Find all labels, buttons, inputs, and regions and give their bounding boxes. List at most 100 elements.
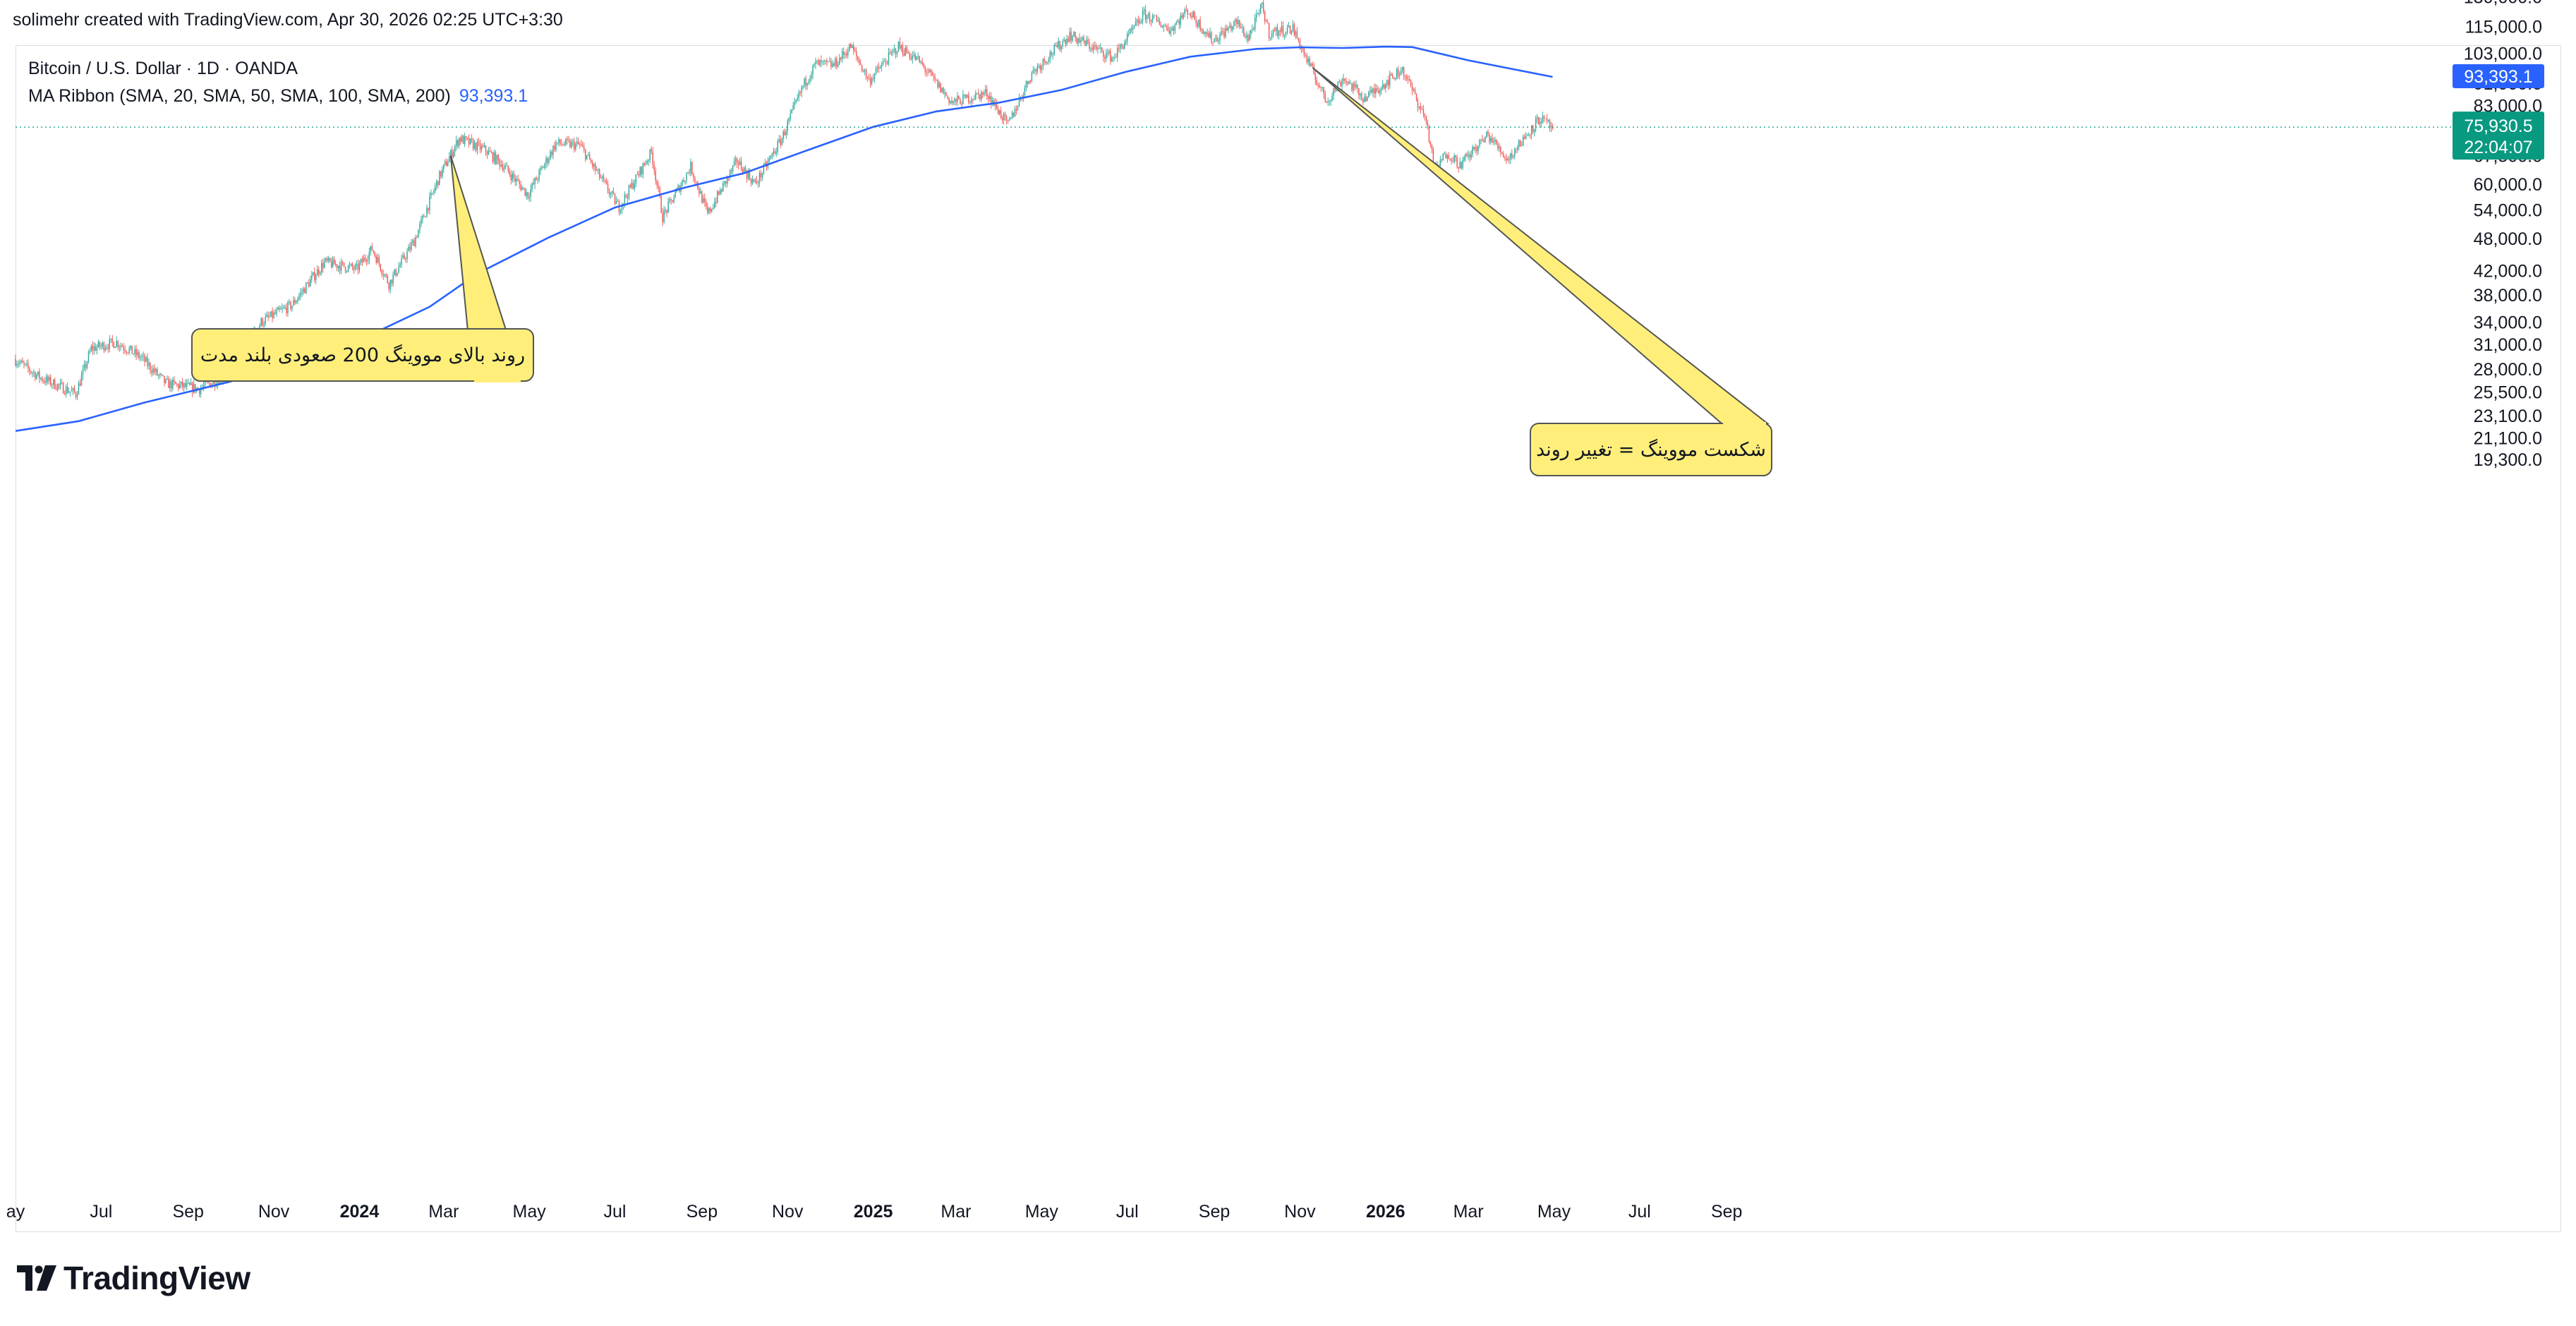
candle-body xyxy=(446,161,447,167)
candle-body xyxy=(514,177,516,182)
candle-body xyxy=(92,346,94,351)
candle-body xyxy=(368,251,370,260)
time-tick-label: Mar xyxy=(428,1202,459,1222)
candle-body xyxy=(914,54,916,60)
candle-body xyxy=(453,152,454,157)
candle-body xyxy=(36,375,37,379)
candle-body xyxy=(23,362,25,364)
tradingview-logo-icon xyxy=(17,1265,56,1291)
candle-body xyxy=(739,161,741,165)
candle-body xyxy=(1288,25,1290,28)
candle-body xyxy=(78,382,80,395)
candle-body xyxy=(1195,19,1197,23)
candle-body xyxy=(1537,117,1540,124)
candle-body xyxy=(856,51,857,56)
candle-body xyxy=(986,89,988,96)
candle-body xyxy=(266,315,267,318)
candle-body xyxy=(1420,106,1422,110)
candle-body xyxy=(502,164,504,170)
candle-body xyxy=(321,263,322,272)
candle-body xyxy=(480,145,483,150)
candle-body xyxy=(744,167,746,172)
candle-body xyxy=(300,292,301,296)
time-tick-label: Nov xyxy=(772,1202,804,1222)
candle-body xyxy=(436,181,437,186)
price-tick-label: 19,300.0 xyxy=(2474,450,2542,470)
candle-body xyxy=(1059,40,1060,50)
candle-body xyxy=(610,193,612,195)
candle-body xyxy=(365,260,368,262)
candle-body xyxy=(962,95,964,104)
candle-body xyxy=(443,164,445,169)
time-tick-label: 2026 xyxy=(1366,1202,1405,1222)
candle-body xyxy=(1229,25,1230,28)
candle-body xyxy=(377,257,378,263)
candle-body xyxy=(1100,47,1101,49)
candle-body xyxy=(708,207,710,213)
candle-body xyxy=(76,394,78,397)
tradingview-logo[interactable]: TradingView xyxy=(17,1260,250,1296)
candle-body xyxy=(1008,119,1010,121)
candle-body xyxy=(636,174,639,176)
candle-body xyxy=(54,379,56,390)
candle-body xyxy=(655,170,656,181)
candle-body xyxy=(430,193,432,197)
candle-body xyxy=(182,381,183,387)
candle-body xyxy=(1405,76,1408,80)
candle-body xyxy=(989,96,991,100)
indicator-legend[interactable]: MA Ribbon (SMA, 20, SMA, 50, SMA, 100, S… xyxy=(28,83,528,110)
candle-body xyxy=(569,140,571,147)
candle-body xyxy=(530,188,531,197)
candle-body xyxy=(632,182,634,189)
candle-body xyxy=(538,170,540,180)
callout-2[interactable]: شکست مووینگ = تغییر روند xyxy=(1312,67,1772,476)
time-tick-label: Mar xyxy=(1453,1202,1484,1222)
candle-body xyxy=(670,199,672,200)
candle-body xyxy=(938,83,940,88)
candle-body xyxy=(128,348,130,354)
candle-body xyxy=(1249,35,1250,41)
symbol-title[interactable]: Bitcoin / U.S. Dollar · 1D · OANDA xyxy=(28,59,298,78)
time-tick-label: May xyxy=(1025,1202,1059,1222)
candle-body xyxy=(43,380,44,382)
candle-body xyxy=(198,389,200,394)
price-tick-label: 54,000.0 xyxy=(2474,200,2542,220)
candle-body xyxy=(1369,90,1371,92)
last-price-badge[interactable]: 75,930.5 22:04:07 xyxy=(2453,111,2544,160)
candle-body xyxy=(639,167,641,176)
candle-body xyxy=(737,163,739,165)
candle-body xyxy=(764,162,766,165)
price-tick-label: 115,000.0 xyxy=(2465,17,2542,37)
candle-body xyxy=(1115,57,1117,59)
candle-body xyxy=(619,210,622,213)
candle-body xyxy=(20,360,22,363)
candle-body xyxy=(819,60,821,66)
candle-body xyxy=(334,264,337,265)
candle-body xyxy=(119,346,120,348)
candle-body xyxy=(1215,37,1216,39)
ma-value-badge[interactable]: 93,393.1 xyxy=(2453,64,2544,88)
candle-body xyxy=(1198,20,1199,27)
candle-body xyxy=(869,78,871,84)
candle-body xyxy=(1425,116,1427,123)
candle-body xyxy=(301,292,303,294)
candle-body xyxy=(263,323,265,326)
candle-body xyxy=(1378,90,1379,93)
candle-body xyxy=(771,153,773,157)
candle-body xyxy=(46,376,47,383)
candle-body xyxy=(1108,51,1110,54)
candle-body xyxy=(847,51,849,56)
candle-body xyxy=(624,194,626,204)
callout-1[interactable]: روند بالای مووینگ 200 صعودی بلند مدت xyxy=(191,155,534,382)
candle-body xyxy=(1442,154,1444,161)
candle-body xyxy=(648,160,649,162)
candle-body xyxy=(71,390,73,392)
candle-body xyxy=(662,212,663,222)
candle-body xyxy=(214,380,216,387)
candle-body xyxy=(392,275,394,284)
ma-value-badge-bg xyxy=(2453,64,2544,88)
candle-body xyxy=(888,52,890,64)
price-tick-label: 48,000.0 xyxy=(2474,229,2542,249)
candle-body xyxy=(1486,131,1487,138)
